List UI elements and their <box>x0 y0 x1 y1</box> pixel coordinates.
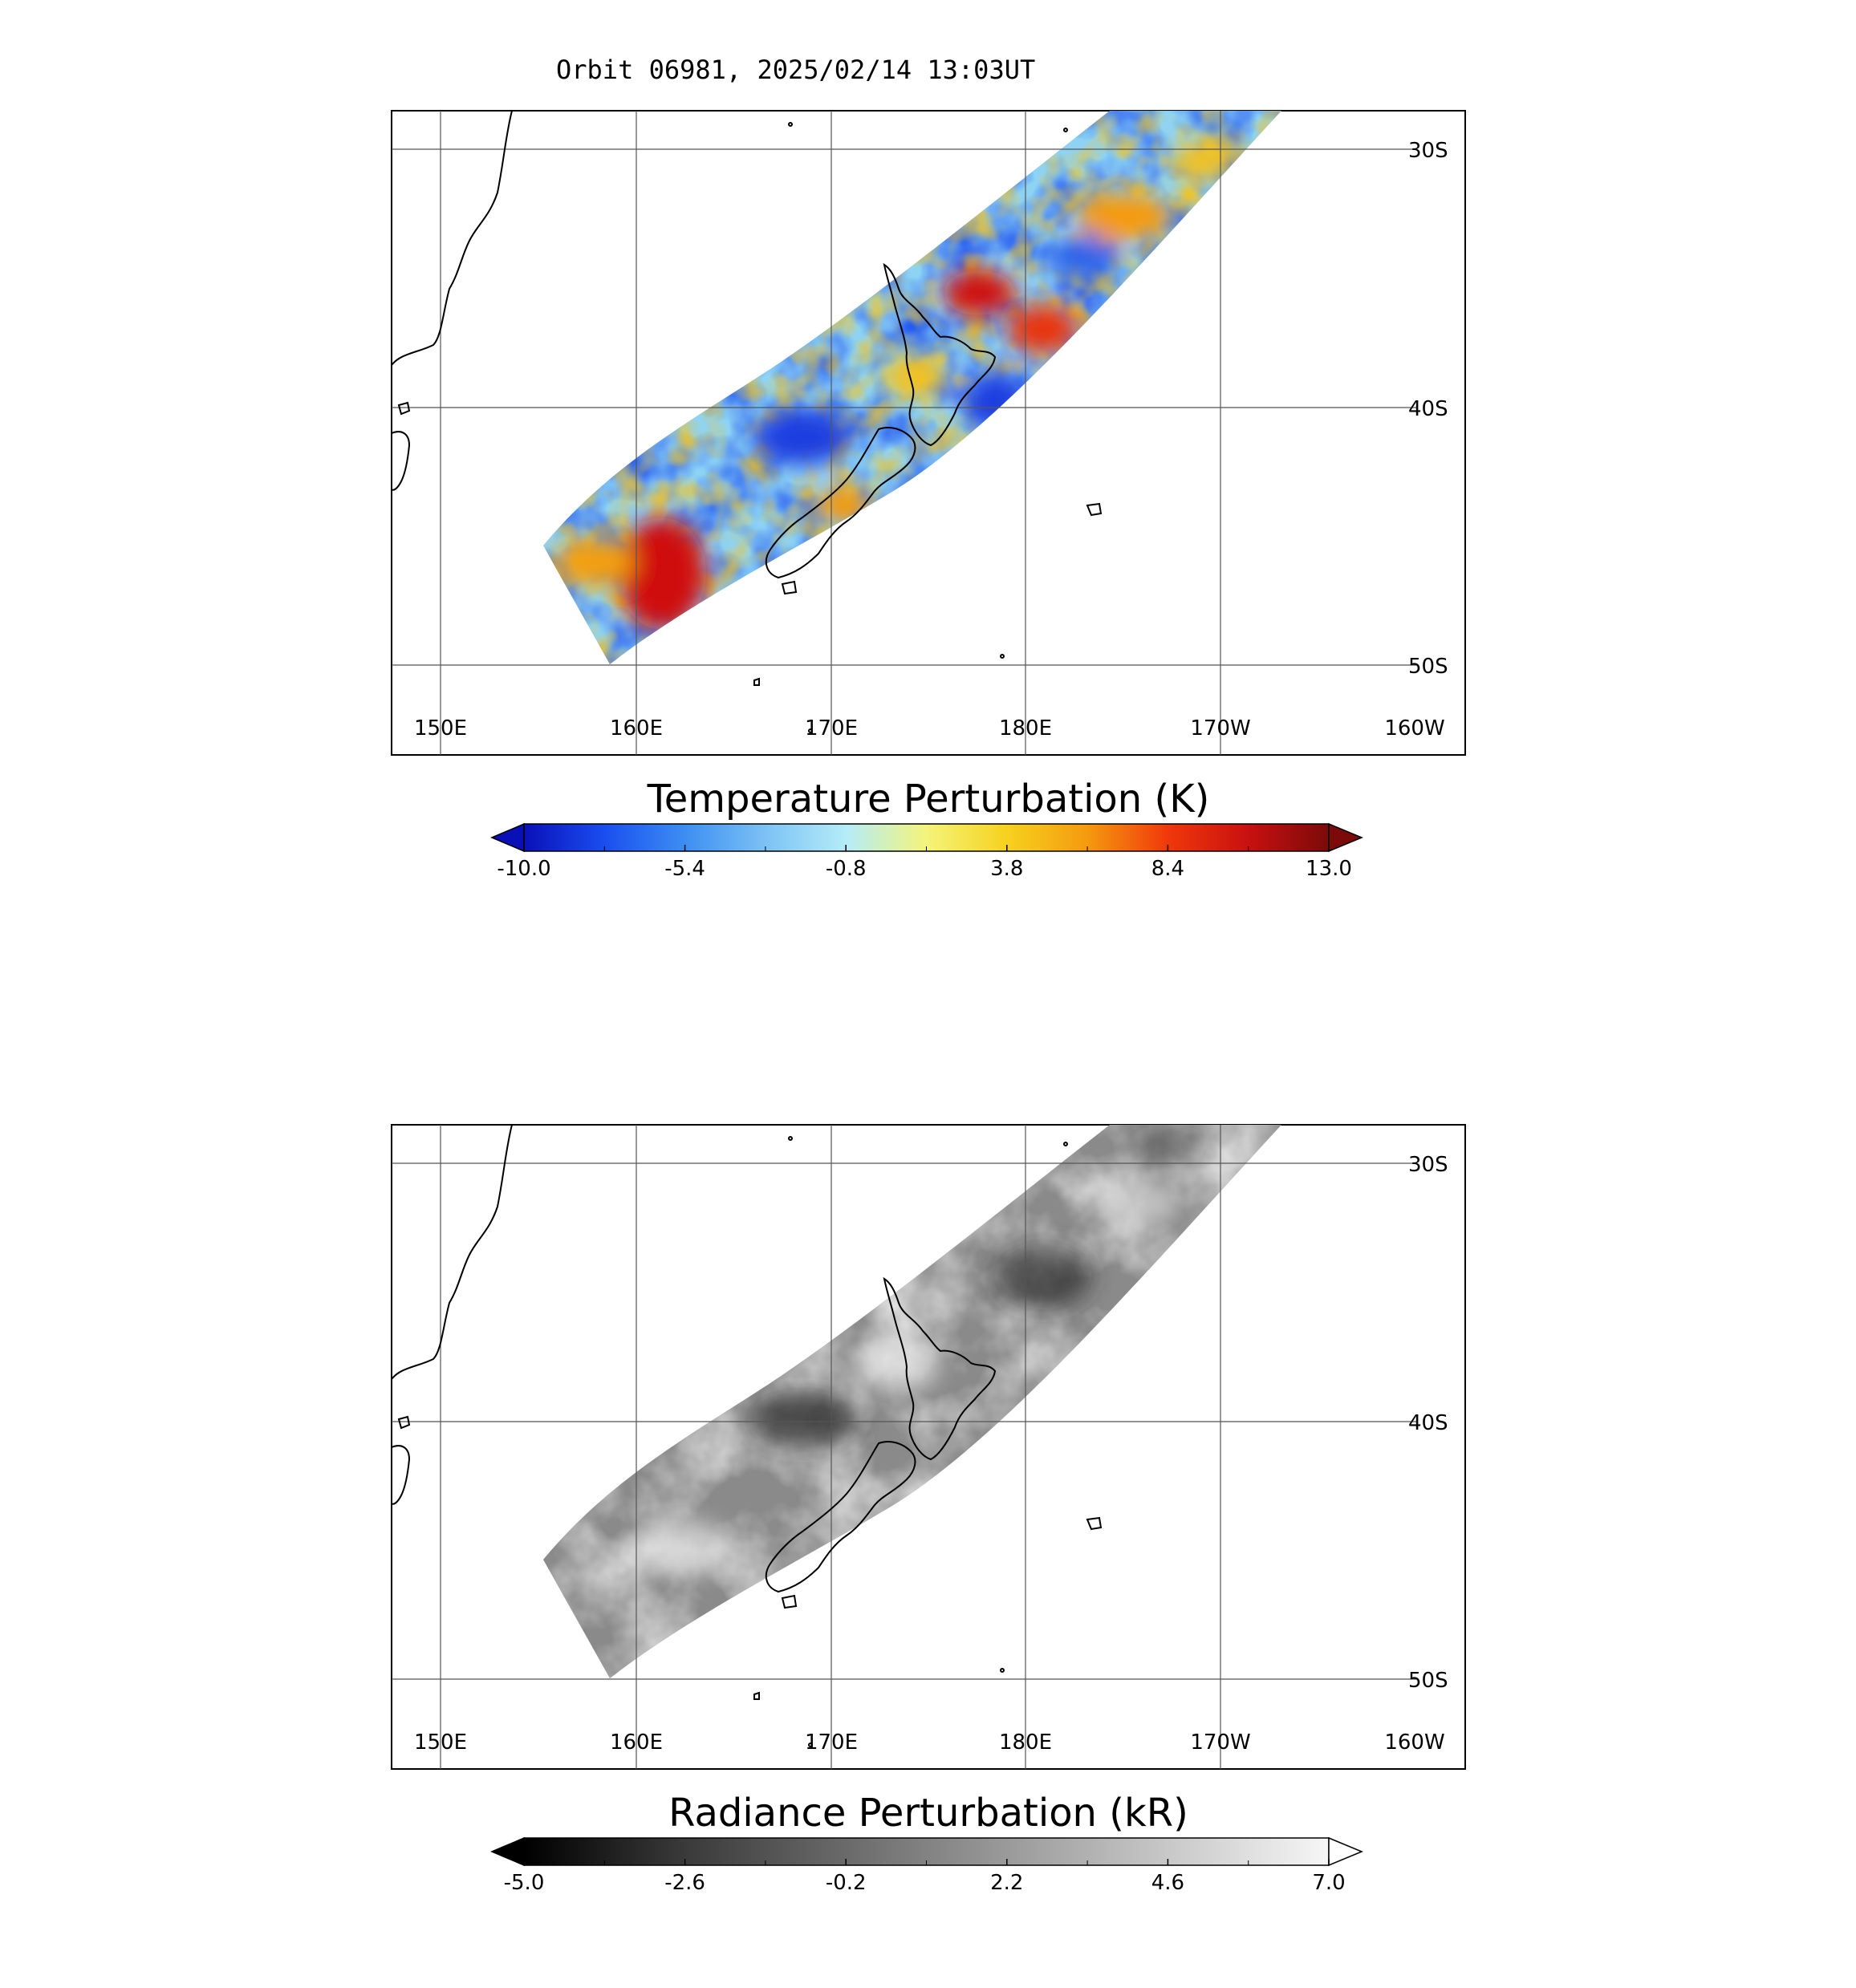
colorbar-tick-label: 13.0 <box>1306 857 1352 881</box>
graticule <box>392 111 1416 755</box>
longitude-label: 170W <box>1190 716 1250 740</box>
radiance-colorbar: Radiance Perturbation (kR) -5.0 -2.6 -0.2 2… <box>490 1791 1363 1895</box>
latitude-label: 40S <box>1408 397 1448 421</box>
colorbar-ticks: -10.0 -5.4 -0.8 3.8 8.4 13.0 <box>497 845 1352 881</box>
colorbar-tick-label: -5.4 <box>664 857 705 881</box>
longitude-label: 180E <box>999 1730 1052 1755</box>
longitude-label: 160E <box>610 1730 663 1755</box>
colorbar-tick-label: -0.2 <box>826 1871 867 1895</box>
latitude-labels: 30S 40S 50S <box>1408 139 1448 679</box>
longitude-label: 170E <box>805 1730 858 1755</box>
longitude-label: 160W <box>1384 1730 1444 1755</box>
latitude-label: 50S <box>1408 655 1448 679</box>
colorbar-tick-label: 8.4 <box>1151 857 1184 881</box>
colorbar-tick-label: -5.0 <box>504 1871 545 1895</box>
latitude-labels: 30S 40S 50S <box>1408 1153 1448 1693</box>
latitude-label: 50S <box>1408 1669 1448 1693</box>
colorbar-title: Radiance Perturbation (kR) <box>668 1791 1188 1836</box>
latitude-label: 30S <box>1408 1153 1448 1177</box>
latitude-label: 30S <box>1408 139 1448 163</box>
colorbar-tick-label: -2.6 <box>664 1871 705 1895</box>
colorbar-tick-label: -10.0 <box>497 857 550 881</box>
colorbar-title: Temperature Perturbation (K) <box>647 777 1210 822</box>
longitude-label: 150E <box>414 1730 467 1755</box>
radiance-map-panel <box>391 1124 1466 1770</box>
colorbar-under-arrow <box>490 822 525 853</box>
colorbar-over-arrow <box>1328 822 1363 853</box>
coastlines <box>391 110 1103 733</box>
colorbar-ticks: -5.0 -2.6 -0.2 2.2 4.6 7.0 <box>504 1859 1346 1895</box>
longitude-label: 150E <box>414 716 467 740</box>
colorbar-tick-label: 2.2 <box>990 1871 1023 1895</box>
colorbar-tick-label: 4.6 <box>1151 1871 1184 1895</box>
colorbar-under-arrow <box>490 1836 525 1867</box>
colorbar-tick-label: -0.8 <box>826 857 867 881</box>
temperature-map-panel <box>391 110 1466 756</box>
temperature-colorbar: Temperature Perturbation (K) -10.0 -5.4 -0… <box>490 777 1363 881</box>
longitude-label: 170W <box>1190 1730 1250 1755</box>
longitude-label: 180E <box>999 716 1052 740</box>
latitude-label: 40S <box>1408 1411 1448 1435</box>
longitude-label: 170E <box>805 716 858 740</box>
colorbar-tick-label: 3.8 <box>990 857 1023 881</box>
graticule <box>392 1125 1416 1769</box>
longitude-labels: 150E 160E 170E 180E 170W 160W <box>414 1730 1445 1755</box>
longitude-label: 160E <box>610 716 663 740</box>
longitude-labels: 150E 160E 170E 180E 170W 160W <box>414 716 1445 740</box>
longitude-label: 160W <box>1384 716 1444 740</box>
orbit-title: Orbit 06981, 2025/02/14 13:03UT <box>556 55 1035 85</box>
colorbar-tick-label: 7.0 <box>1312 1871 1345 1895</box>
colorbar-over-arrow <box>1328 1836 1363 1867</box>
coastlines <box>391 1124 1103 1747</box>
